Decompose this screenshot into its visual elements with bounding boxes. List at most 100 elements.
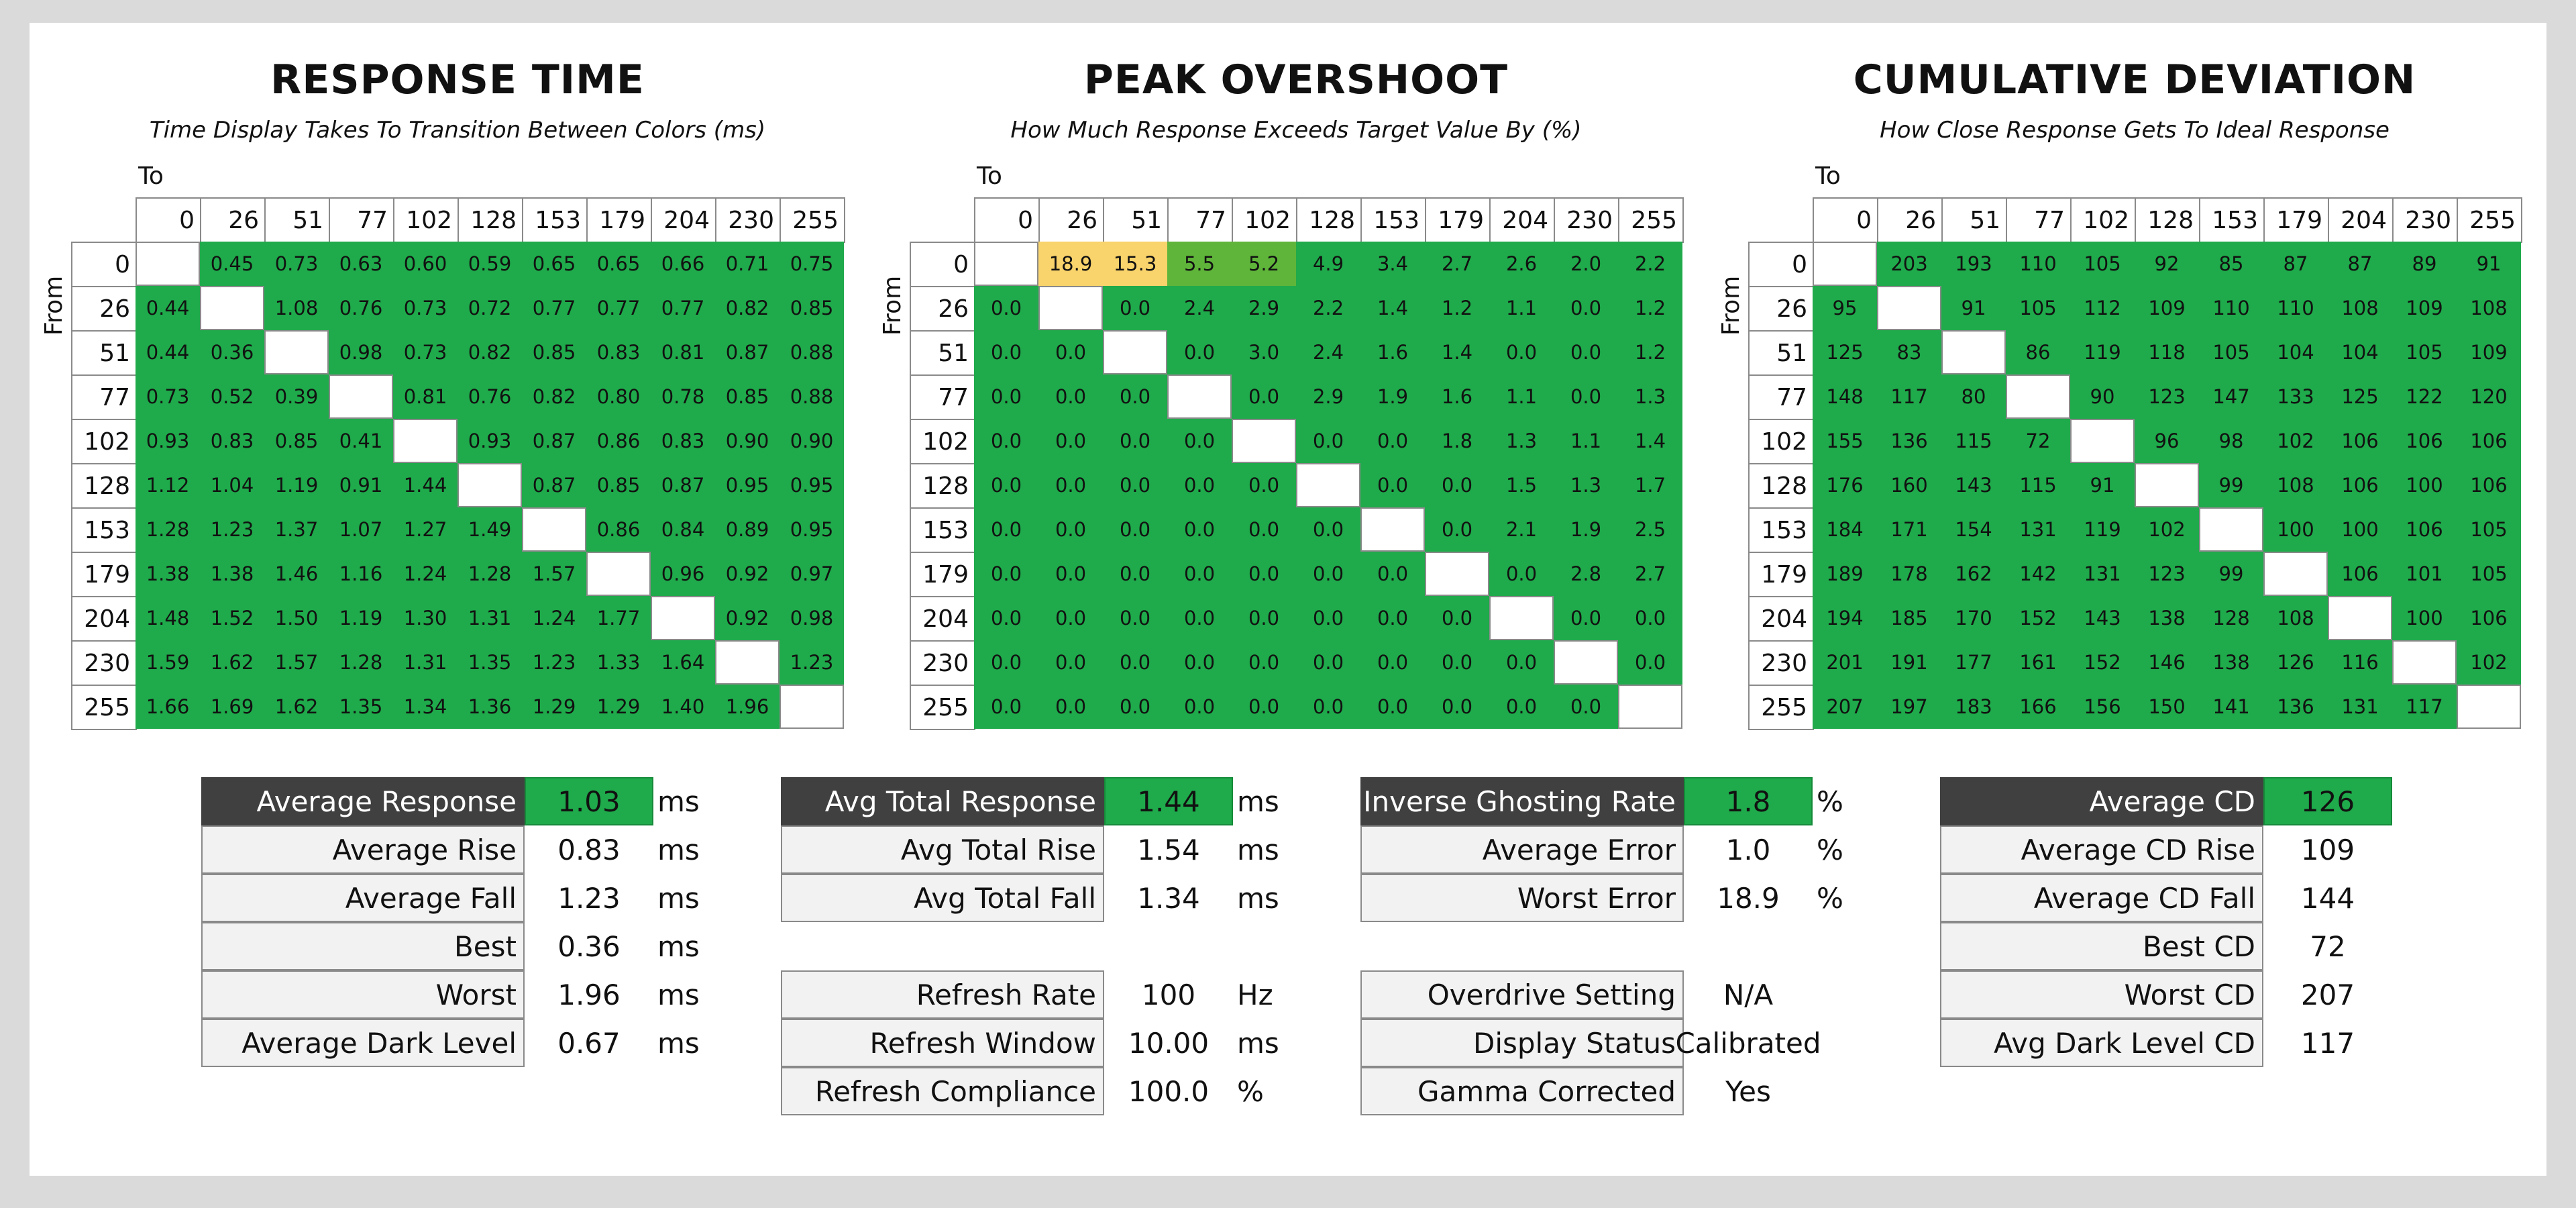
stat-value: 0.67 — [557, 1026, 621, 1060]
stat-label: Worst Error — [1360, 874, 1684, 922]
heatmap-cell: 1.28 — [329, 640, 393, 685]
heatmap-cell: 1.46 — [264, 552, 329, 596]
stat-label: Avg Total Rise — [781, 825, 1104, 874]
row-header: 26 — [1748, 286, 1814, 332]
heatmap-cell: 0.0 — [974, 374, 1038, 419]
heatmap-cell: 0.86 — [586, 507, 651, 552]
heatmap-cell: 1.7 — [1618, 463, 1682, 507]
heatmap-cell: 1.40 — [651, 685, 715, 729]
stat-label: Best — [201, 922, 525, 970]
heatmap-cell: 1.23 — [200, 507, 264, 552]
heatmap-cell: 152 — [2070, 640, 2135, 685]
heatmap-cell: 0.0 — [1038, 507, 1103, 552]
heatmap-cell: 166 — [2006, 685, 2070, 729]
heatmap-cell: 0.82 — [522, 374, 586, 419]
heatmap-cell: 0.0 — [1489, 685, 1554, 729]
heatmap-cell: 106 — [2392, 507, 2457, 552]
heatmap-cell: 176 — [1813, 463, 1877, 507]
heatmap-cell: 101 — [2392, 552, 2457, 596]
heatmap-cell: 0.90 — [715, 419, 780, 463]
heatmap-cell: 106 — [2392, 419, 2457, 463]
column-header: 102 — [2070, 197, 2136, 243]
heatmap-cell: 91 — [2457, 242, 2521, 286]
heatmap-cell: 0.0 — [1489, 640, 1554, 685]
heatmap-cell: 1.77 — [586, 596, 651, 640]
heatmap-cell: 5.2 — [1232, 242, 1296, 286]
heatmap-cell — [393, 419, 458, 463]
row-header: 230 — [910, 640, 975, 686]
heatmap-cell: 0.93 — [458, 419, 522, 463]
heatmap-cell: 0.0 — [974, 286, 1038, 330]
heatmap-cell: 0.0 — [1103, 552, 1167, 596]
stat-label: Refresh Rate — [781, 970, 1104, 1019]
heatmap-cell: 0.78 — [651, 374, 715, 419]
stat-label: Display Status — [1360, 1019, 1684, 1067]
stat-label: Average CD Fall — [1940, 874, 2263, 922]
heatmap-cell — [1038, 286, 1103, 330]
axis-label-to: To — [138, 162, 164, 190]
heatmap-cell: 1.2 — [1425, 286, 1489, 330]
heatmap-cell: 86 — [2006, 330, 2070, 374]
heatmap-cell: 106 — [2328, 463, 2392, 507]
heatmap-cell — [1425, 552, 1489, 596]
column-header: 77 — [2006, 197, 2072, 243]
heatmap-cell: 0.0 — [974, 596, 1038, 640]
heatmap-cell: 1.35 — [329, 685, 393, 729]
heatmap-cell: 1.29 — [586, 685, 651, 729]
heatmap-cell: 136 — [2263, 685, 2328, 729]
heatmap-cell: 131 — [2328, 685, 2392, 729]
stat-value: 1.54 — [1137, 833, 1200, 866]
heatmap-cell: 104 — [2263, 330, 2328, 374]
heatmap-cell: 0.0 — [974, 640, 1038, 685]
heatmap-cell: 1.52 — [200, 596, 264, 640]
heatmap-cell — [1877, 286, 1941, 330]
stat-unit: ms — [1237, 881, 1279, 915]
heatmap-cell: 110 — [2263, 286, 2328, 330]
heatmap-cell: 105 — [2006, 286, 2070, 330]
heatmap-cell: 112 — [2070, 286, 2135, 330]
heatmap-cell: 1.19 — [329, 596, 393, 640]
heatmap-cell: 0.85 — [715, 374, 780, 419]
heatmap-cell — [1813, 242, 1877, 286]
heatmap-cell: 0.0 — [974, 552, 1038, 596]
heatmap-cell: 125 — [2328, 374, 2392, 419]
column-header: 153 — [2199, 197, 2265, 243]
heatmap-cell: 96 — [2135, 419, 2199, 463]
heatmap-cell: 0.0 — [1489, 552, 1554, 596]
stat-label: Refresh Compliance — [781, 1067, 1104, 1115]
row-header: 179 — [71, 552, 137, 597]
heatmap-cell: 0.0 — [1038, 596, 1103, 640]
heatmap-cell — [2457, 685, 2521, 729]
heatmap-cell: 2.9 — [1296, 374, 1360, 419]
heatmap-cell: 0.83 — [651, 419, 715, 463]
heatmap-cell — [1232, 419, 1296, 463]
heatmap-cell: 0.59 — [458, 242, 522, 286]
row-header: 0 — [1748, 242, 1814, 287]
heatmap-cell: 0.0 — [974, 330, 1038, 374]
chart-title: PEAK OVERSHOOT — [1083, 56, 1509, 103]
heatmap-cell: 170 — [1941, 596, 2006, 640]
heatmap-cell: 110 — [2199, 286, 2263, 330]
chart-subtitle: How Much Response Exceeds Target Value B… — [1010, 117, 1582, 144]
heatmap-cell: 1.2 — [1618, 286, 1682, 330]
heatmap-cell: 128 — [2199, 596, 2263, 640]
heatmap-cell: 89 — [2392, 242, 2457, 286]
heatmap-cell: 1.6 — [1425, 374, 1489, 419]
stat-label: Avg Total Response — [781, 777, 1104, 825]
stat-value: 1.96 — [557, 978, 621, 1011]
heatmap-cell: 0.0 — [1167, 640, 1232, 685]
stat-unit: % — [1817, 833, 1843, 866]
heatmap-cell: 3.4 — [1360, 242, 1425, 286]
heatmap-cell: 0.85 — [780, 286, 844, 330]
heatmap-cell: 154 — [1941, 507, 2006, 552]
heatmap-cell: 0.0 — [1038, 552, 1103, 596]
heatmap-cell: 105 — [2457, 552, 2521, 596]
column-header: 153 — [522, 197, 588, 243]
heatmap-cell — [1618, 685, 1682, 729]
heatmap-cell: 2.6 — [1489, 242, 1554, 286]
heatmap-cell: 0.91 — [329, 463, 393, 507]
heatmap-cell: 0.81 — [393, 374, 458, 419]
row-header: 0 — [910, 242, 975, 287]
column-header: 128 — [458, 197, 523, 243]
column-header: 102 — [393, 197, 459, 243]
